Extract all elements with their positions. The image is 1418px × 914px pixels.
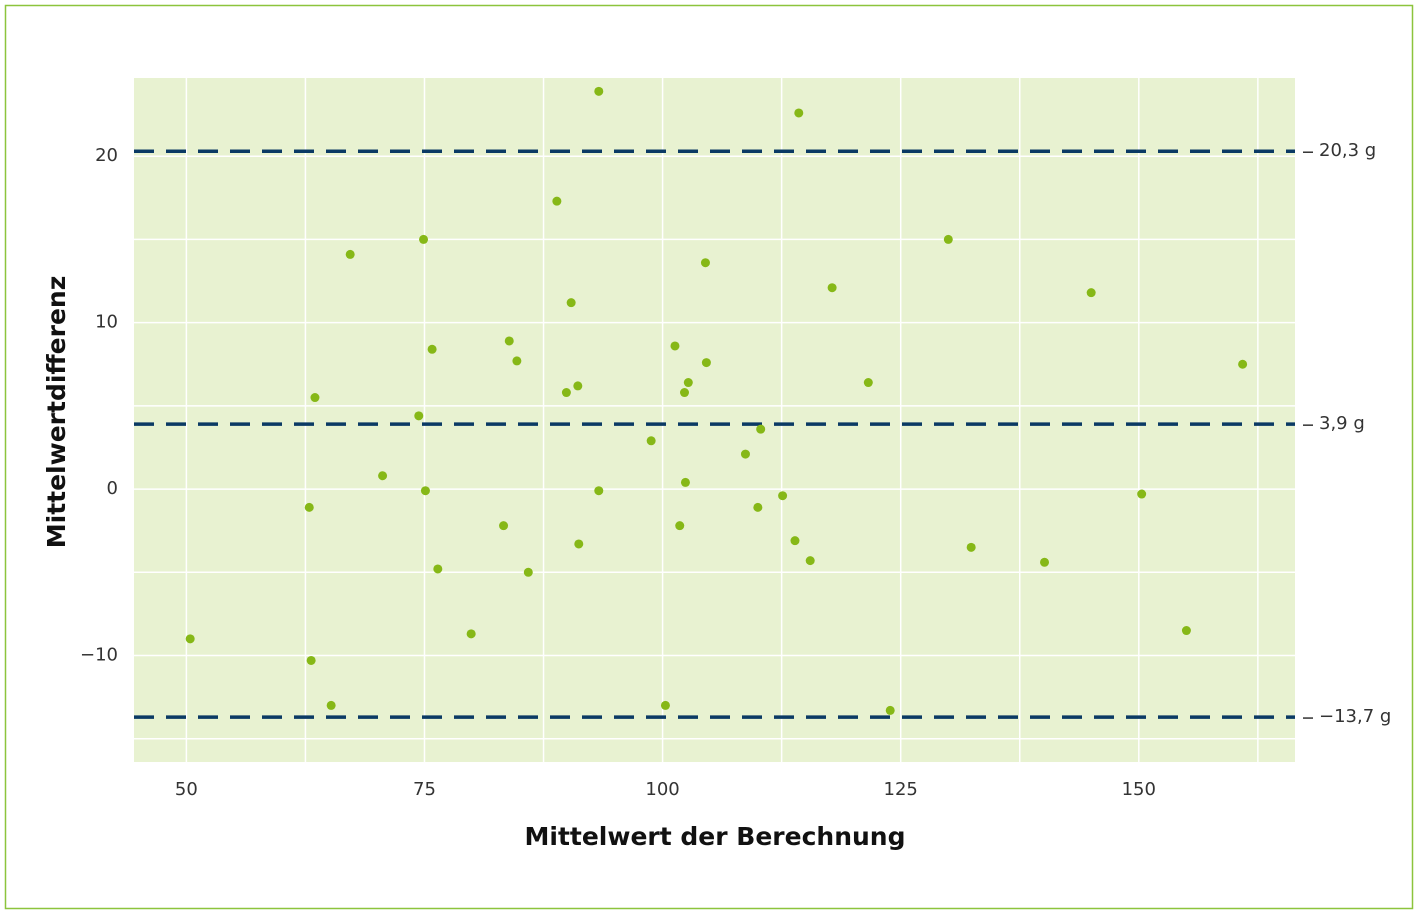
point (805, 556, 815, 566)
plot-area (134, 78, 1295, 762)
x-tick-label: 150 (1122, 779, 1156, 800)
point (466, 629, 476, 639)
reference-label: 3,9 g (1319, 413, 1365, 434)
point (420, 486, 430, 496)
point (499, 521, 509, 531)
x-tick-label: 125 (884, 779, 918, 800)
point (790, 536, 800, 546)
point (778, 491, 788, 501)
point (1137, 489, 1147, 499)
point (827, 283, 837, 293)
point (310, 393, 320, 403)
point (378, 471, 388, 481)
y-tick-label: −10 (80, 644, 118, 665)
point (1238, 359, 1248, 369)
reference-label: −13,7 g (1319, 706, 1391, 727)
point (885, 705, 895, 715)
point (675, 521, 685, 531)
point (574, 539, 584, 549)
point (306, 655, 316, 665)
point (701, 358, 711, 368)
point (414, 411, 424, 421)
point (679, 388, 689, 398)
point (740, 449, 750, 459)
y-tick-label: 10 (95, 312, 118, 333)
point (966, 542, 976, 552)
point (753, 502, 763, 512)
y-tick-label: 20 (95, 145, 118, 166)
point (756, 424, 766, 434)
y-tick-label: 0 (107, 478, 118, 499)
x-tick-label: 100 (645, 779, 679, 800)
y-axis-title: Mittelwertdifferenz (42, 276, 71, 549)
x-tick-label: 50 (175, 779, 198, 800)
point (512, 356, 522, 366)
point (185, 634, 195, 644)
point (660, 700, 670, 710)
point (504, 336, 514, 346)
point (680, 477, 690, 487)
point (594, 86, 604, 96)
point (670, 341, 680, 351)
point (304, 502, 314, 512)
point (646, 436, 656, 446)
point (1086, 288, 1096, 298)
point (566, 298, 576, 308)
point (863, 378, 873, 388)
x-axis-title: Mittelwert der Berechnung (525, 822, 906, 851)
x-tick-label: 75 (413, 779, 436, 800)
point (326, 700, 336, 710)
point (561, 388, 571, 398)
point (700, 258, 710, 268)
point (552, 196, 562, 206)
point (523, 567, 533, 577)
point (573, 381, 583, 391)
point (345, 249, 355, 259)
point (433, 564, 443, 574)
point (1181, 626, 1191, 636)
point (594, 486, 604, 496)
reference-label: 20,3 g (1319, 140, 1376, 161)
point (683, 378, 693, 388)
point (794, 108, 804, 118)
point (427, 344, 437, 354)
point (419, 234, 429, 244)
point (1040, 557, 1050, 567)
point (943, 234, 953, 244)
